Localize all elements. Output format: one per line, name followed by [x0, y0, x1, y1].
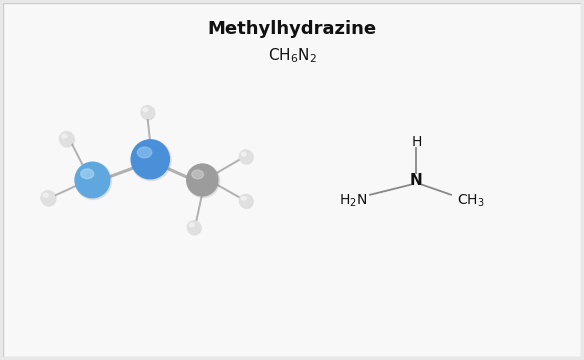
- Text: CH$_6$N$_2$: CH$_6$N$_2$: [267, 46, 317, 65]
- Ellipse shape: [141, 105, 154, 118]
- Ellipse shape: [192, 170, 203, 179]
- Text: CH$_3$: CH$_3$: [457, 193, 485, 209]
- Ellipse shape: [187, 164, 218, 196]
- Ellipse shape: [189, 223, 194, 227]
- Text: Methylhydrazine: Methylhydrazine: [207, 21, 377, 39]
- Ellipse shape: [241, 197, 246, 200]
- Ellipse shape: [41, 191, 56, 206]
- Ellipse shape: [240, 150, 253, 164]
- Text: N: N: [410, 172, 423, 188]
- Ellipse shape: [60, 131, 74, 146]
- Ellipse shape: [62, 134, 67, 138]
- Ellipse shape: [131, 140, 169, 179]
- Ellipse shape: [141, 106, 155, 120]
- FancyBboxPatch shape: [4, 3, 580, 357]
- Text: H$_2$N: H$_2$N: [339, 193, 367, 209]
- Ellipse shape: [187, 164, 220, 198]
- Ellipse shape: [43, 193, 48, 197]
- Ellipse shape: [75, 162, 110, 198]
- Ellipse shape: [41, 191, 55, 205]
- Ellipse shape: [75, 162, 112, 199]
- Ellipse shape: [188, 221, 201, 235]
- Ellipse shape: [240, 195, 253, 208]
- Text: H: H: [411, 135, 422, 149]
- Ellipse shape: [81, 169, 94, 179]
- Ellipse shape: [241, 152, 246, 156]
- Ellipse shape: [137, 147, 152, 158]
- Ellipse shape: [131, 140, 171, 181]
- Ellipse shape: [143, 108, 148, 112]
- Ellipse shape: [239, 150, 252, 163]
- Ellipse shape: [187, 221, 200, 234]
- Ellipse shape: [60, 132, 75, 147]
- Ellipse shape: [239, 194, 252, 207]
